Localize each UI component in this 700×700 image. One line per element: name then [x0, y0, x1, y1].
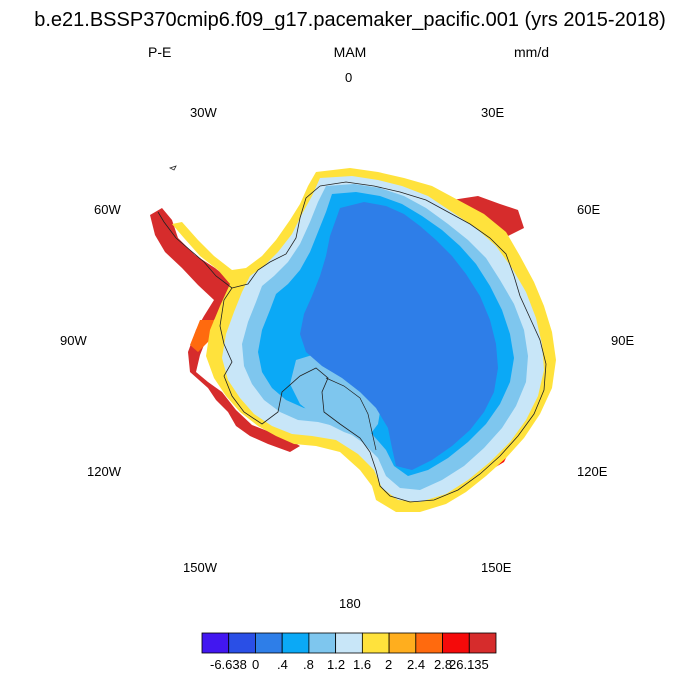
- lon-label-120e: 120E: [577, 464, 608, 479]
- colorbar-swatch: [281, 632, 310, 654]
- colorbar-swatch: [228, 632, 256, 654]
- lon-label-90w: 90W: [60, 333, 87, 348]
- colorbar-swatch: [442, 632, 470, 654]
- antarctic-coastline: [157, 181, 547, 503]
- colorbar-tick-label: 2.8: [434, 657, 453, 672]
- colorbar-tick-label: .4: [277, 657, 288, 672]
- colorbar-swatch: [388, 632, 417, 654]
- lon-label-60e: 60E: [577, 202, 601, 217]
- colorbar-swatch: [415, 632, 443, 654]
- east-red-patch: [452, 196, 524, 236]
- lon-label-120w: 120W: [87, 464, 121, 479]
- peninsula-coastline: [231, 185, 321, 289]
- colorbar-swatch: [201, 632, 230, 654]
- lon-label-180: 180: [339, 596, 361, 611]
- variable-label: P-E: [148, 44, 172, 60]
- lon-label-60w: 60W: [94, 202, 121, 217]
- lon-label-30e: 30E: [481, 105, 505, 120]
- colorbar-tick-label: 1.2: [327, 657, 346, 672]
- colorbar-tick-label: .8: [303, 657, 314, 672]
- lon-label-30w: 30W: [190, 105, 217, 120]
- island-marker: [168, 165, 177, 171]
- lon-label-90e: 90E: [611, 333, 635, 348]
- units-label: mm/d: [514, 44, 549, 60]
- lon-label-0: 0: [345, 70, 353, 85]
- peninsula-red-band: [150, 208, 300, 452]
- colorbar-tick-label: 2.4: [407, 657, 426, 672]
- colorbar-tick-label: 26.135: [449, 657, 489, 672]
- colorbar-swatch: [255, 632, 283, 654]
- colorbar-swatch: [308, 632, 337, 654]
- plot-title: b.e21.BSSP370cmip6.f09_g17.pacemaker_pac…: [34, 9, 666, 31]
- peninsula-orange-tip: [190, 320, 214, 352]
- colorbar-swatch: [468, 632, 497, 654]
- colorbar: [201, 632, 497, 654]
- colorbar-tick-label: 2: [385, 657, 393, 672]
- season-label: MAM: [333, 44, 367, 60]
- lon-label-150e: 150E: [481, 560, 512, 575]
- colorbar-swatch: [361, 632, 390, 654]
- colorbar-tick-label: -6.638: [210, 657, 247, 672]
- lon-label-150w: 150W: [183, 560, 217, 575]
- ross-ice-shelf-line: [325, 377, 377, 451]
- colorbar-tick-label: 1.6: [353, 657, 372, 672]
- colorbar-tick-label: 0: [252, 657, 260, 672]
- colorbar-swatch: [335, 632, 363, 654]
- interior-blue: [300, 202, 498, 470]
